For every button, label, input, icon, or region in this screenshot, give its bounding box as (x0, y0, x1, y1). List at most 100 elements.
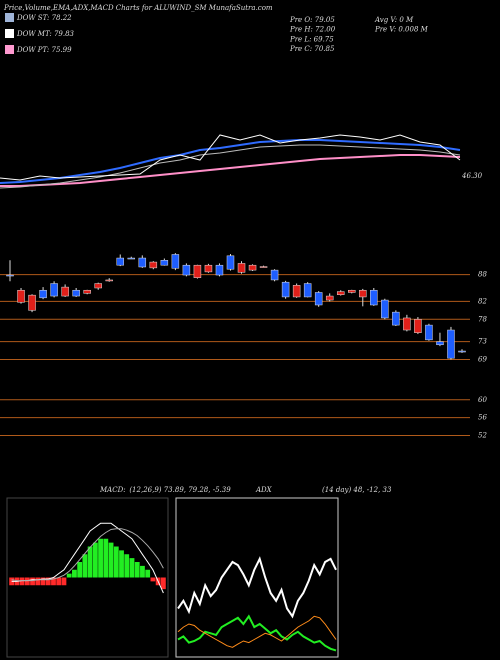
candle-body (370, 289, 378, 306)
macd-bar (87, 546, 93, 578)
legend-swatch (5, 45, 14, 54)
candle-body (359, 289, 367, 298)
price-line (0, 154, 461, 187)
candle-body (392, 311, 400, 326)
macd-bar (51, 577, 56, 586)
candle-body (193, 264, 202, 278)
macd-bar (92, 542, 98, 578)
macd-bar (45, 577, 51, 586)
macd-bar (160, 577, 166, 590)
candle-body (83, 289, 91, 294)
info-label: Pre V: 0.008 M (374, 26, 429, 34)
info-label: Pre L: 69.75 (289, 35, 334, 43)
candle-body (215, 264, 224, 276)
macd-bar (113, 546, 119, 578)
info-label: Pre H: 72.00 (289, 26, 336, 34)
macd-bar (129, 558, 135, 578)
adx-line (177, 615, 337, 648)
macd-bar (77, 562, 83, 578)
info-label: Avg V: 0 M (374, 16, 414, 24)
macd-bar (30, 577, 35, 586)
macd-bar (119, 550, 124, 578)
macd-bar (35, 577, 41, 586)
macd-bar (24, 577, 30, 586)
y-tick-label: 78 (478, 315, 487, 323)
candle-body (336, 291, 345, 295)
macd-bar (66, 573, 72, 578)
adx-line (177, 614, 337, 652)
adx-params: (14 day) 48, -12, 33 (322, 486, 392, 494)
candle-body (50, 283, 58, 297)
candle-body (6, 274, 14, 277)
macd-bar (124, 554, 130, 578)
candle-body (436, 341, 444, 346)
macd-bar (108, 542, 114, 578)
macd-params: (12,26,9) 73.89, 79.28, -5.39 (129, 486, 231, 494)
candle-body (39, 289, 47, 299)
price-line (0, 144, 461, 189)
candle-body (381, 299, 389, 319)
candle-body (348, 289, 356, 293)
macd-title: MACD: (99, 486, 126, 494)
macd-bar (61, 577, 67, 586)
candle-body (72, 289, 80, 297)
candle-body (314, 292, 323, 306)
legend-label: DOW ST: 78.22 (16, 14, 72, 22)
info-label: Pre O: 79.05 (289, 16, 335, 24)
y-tick-label: 69 (478, 356, 487, 364)
legend-swatch (5, 13, 14, 22)
candle-body (105, 279, 113, 282)
y-tick-label: 60 (478, 396, 487, 404)
page-title: Price,Volume,EMA,ADX,MACD Charts for ALU… (3, 4, 273, 12)
candle-body (226, 255, 235, 270)
legend-label: DOW PT: 75.99 (16, 46, 72, 54)
candle-body (116, 257, 124, 266)
macd-bar (140, 565, 145, 578)
last-price-label: 46.30 (461, 172, 483, 180)
y-tick-label: 88 (478, 271, 487, 279)
candle-body (127, 257, 136, 260)
y-tick-label: 56 (478, 414, 487, 422)
y-tick-label: 82 (478, 297, 487, 305)
candle-body (237, 263, 246, 273)
candle-body (17, 289, 25, 303)
candle-body (281, 281, 290, 298)
candle-body (458, 350, 466, 353)
macd-bar (98, 538, 103, 578)
macd-bar (145, 569, 151, 578)
macd-line (11, 528, 164, 582)
candle-body (270, 269, 279, 281)
candle-body (94, 283, 102, 289)
candle-body (248, 264, 257, 271)
candle-body (28, 294, 36, 311)
info-label: Pre C: 70.85 (289, 45, 335, 53)
candle-body (138, 257, 147, 268)
candle-body (149, 261, 158, 269)
macd-bar (72, 569, 77, 578)
candle-body (403, 317, 411, 331)
macd-bar (40, 577, 46, 586)
candle-body (292, 285, 301, 298)
macd-frame (6, 497, 169, 658)
price-line (0, 134, 461, 181)
candle-body (303, 283, 312, 298)
candle-body (171, 254, 180, 269)
macd-bar (56, 577, 62, 586)
adx-line (177, 556, 337, 619)
candle-body (160, 260, 169, 266)
candle-body (325, 295, 334, 301)
candle-body (182, 264, 191, 276)
legend-swatch (5, 29, 14, 38)
macd-bar (103, 538, 109, 578)
candle-body (61, 286, 69, 297)
candle-body (414, 319, 422, 333)
legend-label: DOW MT: 79.83 (16, 30, 75, 38)
candle-body (204, 264, 213, 273)
candle-body (259, 266, 268, 268)
candle-body (447, 329, 455, 359)
adx-title: ADX (255, 486, 273, 494)
macd-bar (19, 577, 25, 586)
price-line (0, 139, 461, 184)
y-tick-label: 73 (478, 338, 487, 346)
